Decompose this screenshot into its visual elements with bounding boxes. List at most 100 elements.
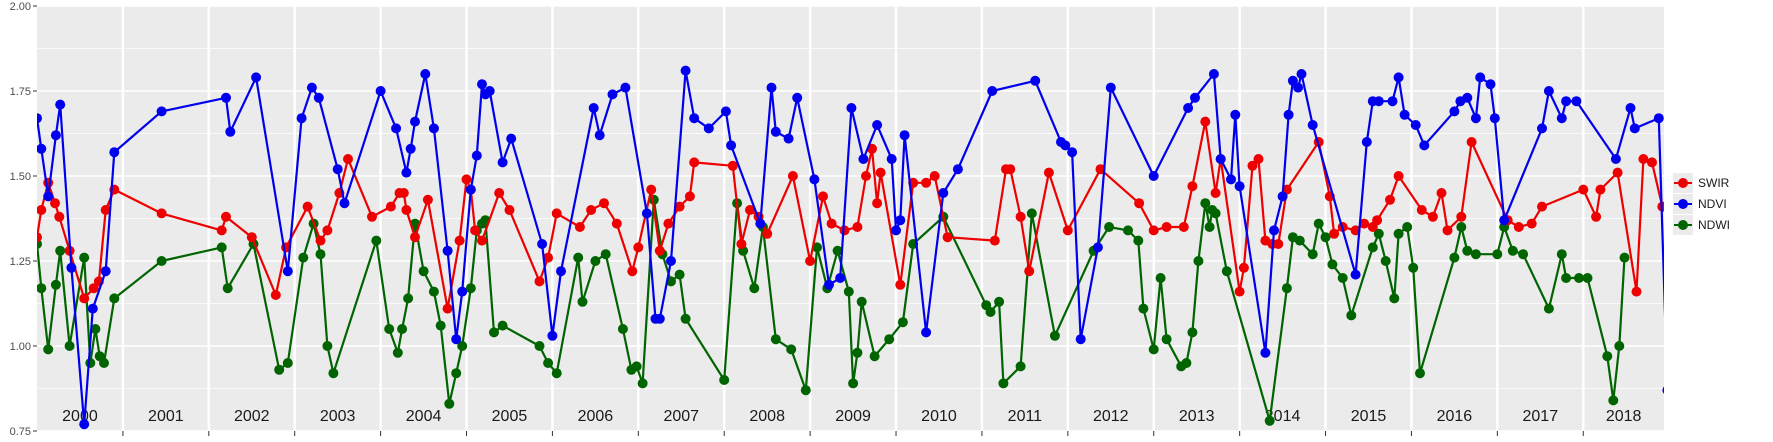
year-label-2011: 2011 (1008, 408, 1043, 425)
point-ndvi (428, 123, 439, 134)
point-ndvi (1208, 69, 1219, 79)
point-ndvi (484, 86, 495, 96)
point-swir (1134, 198, 1145, 209)
point-ndwi (1582, 273, 1593, 283)
point-swir (88, 283, 99, 294)
point-ndwi (156, 256, 167, 266)
point-swir (1024, 266, 1035, 277)
point-swir (1385, 194, 1395, 205)
point-swir (787, 171, 798, 181)
point-ndwi (674, 269, 685, 280)
point-ndvi (43, 191, 54, 202)
year-label-2007: 2007 (663, 408, 699, 425)
point-swir (805, 256, 816, 266)
point-swir (1427, 211, 1438, 222)
year-label-2017: 2017 (1523, 408, 1559, 425)
point-ndvi (1475, 72, 1486, 83)
point-ndwi (551, 368, 562, 379)
point-ndvi (306, 82, 317, 93)
point-ndwi (497, 320, 508, 331)
point-ndwi (1415, 368, 1425, 379)
point-ndwi (216, 242, 227, 253)
point-ndvi (689, 113, 700, 124)
x-axis (122, 431, 1584, 436)
point-ndwi (534, 341, 545, 351)
point-ndvi (792, 92, 803, 103)
legend-label-swir: SWIR (1698, 176, 1730, 190)
point-ndwi (590, 256, 601, 266)
point-ndwi (600, 249, 611, 260)
point-ndwi (1327, 259, 1338, 270)
point-swir (818, 191, 828, 202)
point-ndwi (1181, 358, 1192, 368)
point-swir (1329, 228, 1340, 239)
point-ndwi (1574, 273, 1584, 283)
point-ndwi (1221, 266, 1232, 277)
point-swir (762, 228, 773, 239)
point-ndvi (391, 123, 402, 134)
point-swir (1416, 205, 1427, 215)
point-ndvi (703, 123, 714, 134)
point-ndwi (37, 283, 47, 294)
point-ndvi (1399, 109, 1410, 120)
year-label-2010: 2010 (921, 408, 957, 425)
data-series (37, 65, 1696, 430)
point-ndwi (489, 327, 499, 338)
point-swir (410, 232, 420, 243)
point-ndvi (835, 273, 846, 283)
point-ndwi (1015, 361, 1026, 372)
point-swir (872, 198, 883, 209)
point-ndvi (1105, 82, 1116, 93)
point-swir (504, 205, 515, 215)
year-labels: 2000 2001 2002 2003 2004 2005 2006 2007 2008 2009… (62, 408, 1641, 425)
point-ndvi (1060, 140, 1071, 151)
point-swir (989, 235, 1000, 246)
point-ndvi (588, 103, 599, 113)
point-ndwi (749, 283, 760, 294)
point-ndwi (1026, 208, 1037, 219)
point-swir (1187, 181, 1198, 192)
point-ndvi (846, 103, 857, 113)
point-swir (627, 266, 638, 277)
point-ndvi (1230, 109, 1241, 120)
point-ndvi (37, 143, 47, 154)
point-ndwi (770, 334, 781, 345)
point-ndwi (298, 252, 309, 263)
legend-marker-ndwi (1678, 220, 1688, 230)
point-swir (663, 218, 674, 229)
point-ndvi (1215, 154, 1226, 164)
point-ndvi (1190, 92, 1200, 103)
point-ndvi (680, 65, 691, 76)
point-ndwi (1507, 245, 1518, 256)
point-swir (1595, 184, 1606, 195)
point-ndvi (770, 126, 781, 137)
point-ndwi (856, 296, 867, 307)
point-swir (1247, 160, 1258, 171)
point-swir (674, 201, 685, 212)
point-ndvi (1373, 96, 1384, 107)
point-ndwi (371, 235, 382, 246)
point-ndvi (921, 327, 932, 338)
point-ndvi (282, 266, 293, 277)
point-ndwi (848, 378, 859, 389)
point-swir (1578, 184, 1589, 195)
y-tick-label: 1.50 (10, 171, 31, 183)
point-ndwi (1556, 249, 1567, 260)
point-ndwi (1619, 252, 1630, 263)
point-ndvi (506, 133, 517, 144)
year-label-2005: 2005 (492, 408, 528, 425)
point-swir (50, 198, 60, 209)
point-swir (385, 201, 396, 212)
point-swir (322, 225, 333, 236)
y-tick-label: 0.75 (10, 426, 31, 438)
point-swir (1178, 222, 1189, 232)
point-ndwi (1402, 222, 1413, 232)
point-ndvi (1234, 181, 1245, 192)
point-ndvi (1686, 113, 1696, 123)
point-ndvi (620, 82, 631, 93)
point-ndvi (1485, 79, 1496, 90)
point-swir (727, 160, 738, 171)
point-ndwi (1187, 327, 1198, 338)
point-ndvi (1671, 287, 1681, 297)
